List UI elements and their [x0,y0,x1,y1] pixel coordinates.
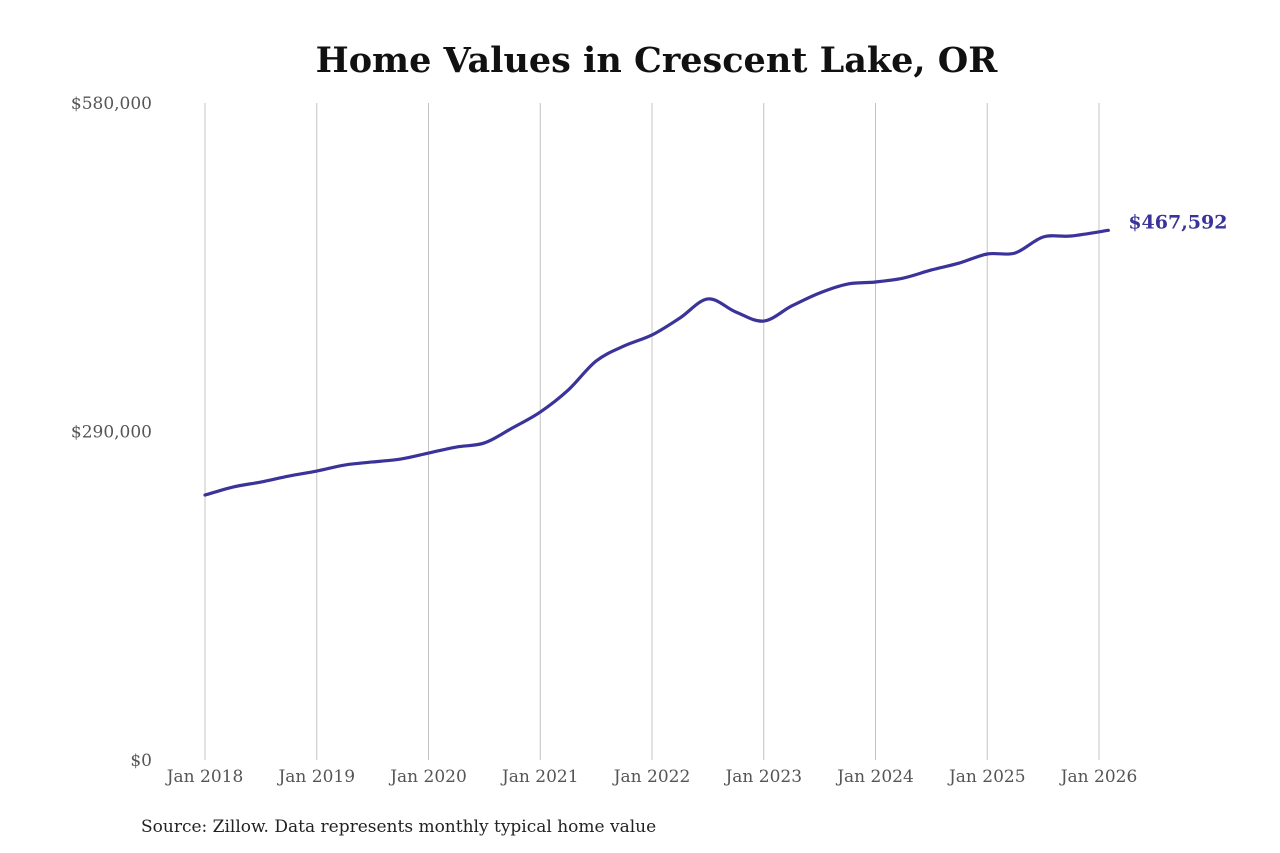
series-line [203,228,1110,497]
chart-title: Home Values in Crescent Lake, OR [315,40,998,81]
x-tick-label: Jan 2021 [500,767,579,787]
x-tick-label: Jan 2018 [165,767,244,787]
source-note: Source: Zillow. Data represents monthly … [141,817,657,837]
end-value-label: $467,592 [1128,211,1227,233]
x-tick-label: Jan 2022 [612,767,691,787]
y-tick-label: $290,000 [71,423,152,443]
y-tick-label: $0 [130,751,152,771]
x-tick-label: Jan 2020 [388,767,467,787]
x-tick-label: Jan 2019 [276,767,355,787]
x-tick-label: Jan 2023 [723,767,802,787]
x-tick-label: Jan 2025 [947,767,1026,787]
y-tick-label: $580,000 [71,94,152,114]
x-tick-label: Jan 2024 [835,767,914,787]
x-tick-label: Jan 2026 [1059,767,1138,787]
